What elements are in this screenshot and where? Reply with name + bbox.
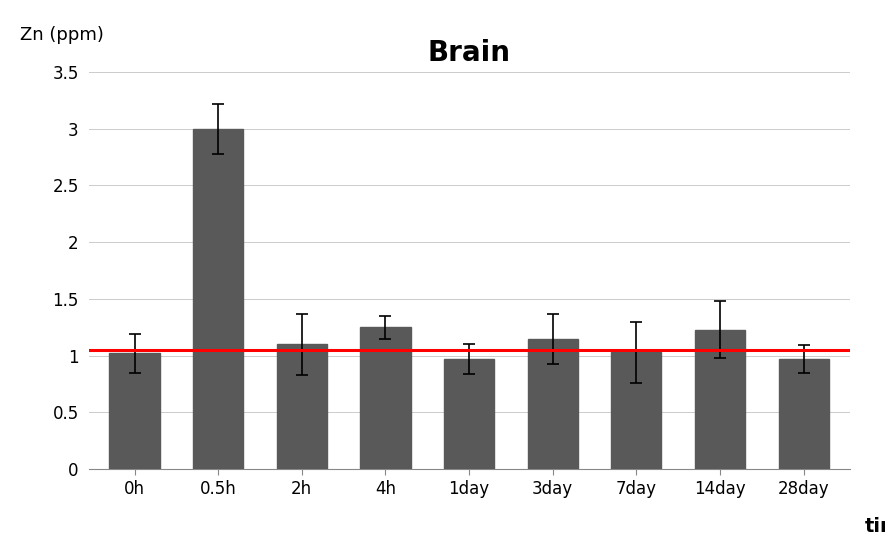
Bar xyxy=(779,359,828,469)
Bar xyxy=(277,344,327,469)
Bar xyxy=(695,330,745,469)
Bar xyxy=(444,359,494,469)
Bar xyxy=(527,338,578,469)
Bar xyxy=(612,352,661,469)
Bar xyxy=(193,129,243,469)
Text: Zn (ppm): Zn (ppm) xyxy=(20,26,104,44)
Title: Brain: Brain xyxy=(427,39,511,67)
Bar xyxy=(360,327,411,469)
Bar xyxy=(110,353,159,469)
Text: time: time xyxy=(865,517,885,536)
